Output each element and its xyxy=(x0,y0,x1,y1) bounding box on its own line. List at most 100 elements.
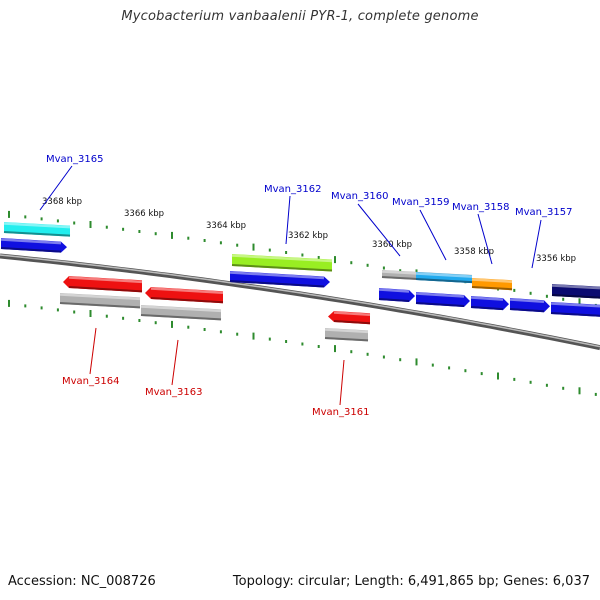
forward-scale-tick xyxy=(89,221,92,228)
gene-leader-line xyxy=(285,195,291,245)
gene-block-gray-3161 xyxy=(324,328,369,342)
gene-leader-line xyxy=(171,339,179,386)
gene-label-mvan-3158: Mvan_3158 xyxy=(452,202,509,213)
reverse-scale-tick xyxy=(24,304,27,308)
forward-scale-tick xyxy=(252,243,255,251)
forward-scale-tick xyxy=(578,298,581,306)
forward-scale-tick xyxy=(236,243,239,247)
gene-block-blue-edge xyxy=(550,302,600,317)
gene-block-mvan-3158 xyxy=(470,296,509,311)
gene-block-mvan-3161 xyxy=(328,311,371,325)
reverse-scale-tick xyxy=(171,320,173,328)
forward-scale-tick xyxy=(24,215,27,219)
reverse-scale-tick xyxy=(562,386,565,390)
reverse-scale-tick xyxy=(594,392,597,396)
scale-label: 3362 kbp xyxy=(288,231,328,241)
genome-backbone-highlight xyxy=(0,254,600,348)
reverse-scale-tick xyxy=(382,355,385,359)
scale-label: 3358 kbp xyxy=(454,247,494,257)
gene-block-mvan-3162 xyxy=(229,271,330,288)
reverse-scale-tick xyxy=(334,345,336,353)
reverse-scale-tick xyxy=(415,358,418,366)
reverse-scale-tick xyxy=(431,363,434,367)
reverse-scale-tick xyxy=(578,387,581,395)
forward-scale-tick xyxy=(73,221,76,225)
gene-label-mvan-3165: Mvan_3165 xyxy=(46,154,103,165)
reverse-scale-tick xyxy=(219,330,222,334)
reverse-scale-tick xyxy=(366,352,369,356)
forward-scale-tick xyxy=(317,256,320,259)
reverse-scale-tick xyxy=(350,350,353,354)
forward-scale-tick xyxy=(301,253,304,257)
reverse-scale-tick xyxy=(73,310,76,314)
forward-scale-tick xyxy=(366,263,369,267)
gene-label-mvan-3159: Mvan_3159 xyxy=(392,197,449,208)
forward-scale-tick xyxy=(562,297,565,301)
forward-scale-tick xyxy=(285,251,288,254)
forward-scale-tick xyxy=(105,225,108,229)
reverse-scale-tick xyxy=(203,328,206,331)
gene-leader-line xyxy=(89,327,97,375)
gene-block-orange xyxy=(471,278,513,291)
gene-leader-line xyxy=(339,359,345,406)
gene-block-mvan-3163 xyxy=(145,287,224,304)
forward-scale-tick xyxy=(268,248,271,252)
gene-block-mvan-3159 xyxy=(415,292,470,307)
reverse-scale-tick xyxy=(89,310,92,317)
forward-scale-tick xyxy=(334,256,336,264)
gene-block-mvan-3157 xyxy=(509,298,550,313)
reverse-scale-tick xyxy=(138,319,141,322)
reverse-scale-tick xyxy=(236,332,239,336)
forward-scale-tick xyxy=(350,261,353,265)
forward-scale-tick xyxy=(154,232,157,236)
reverse-scale-tick xyxy=(40,306,43,310)
reverse-scale-tick xyxy=(513,377,516,381)
forward-scale-tick xyxy=(219,241,222,245)
gene-block-mvan-3165 xyxy=(0,238,67,253)
gene-leader-line xyxy=(477,213,493,265)
gene-block-gray-3164 xyxy=(59,293,141,309)
reverse-scale-tick xyxy=(464,369,467,373)
forward-scale-tick xyxy=(399,269,402,273)
gene-block-cyan xyxy=(3,222,71,237)
forward-scale-tick xyxy=(56,219,59,223)
gene-block-lime xyxy=(231,254,333,272)
reverse-scale-tick xyxy=(268,337,271,341)
forward-scale-tick xyxy=(203,239,206,242)
reverse-scale-tick xyxy=(154,321,157,325)
reverse-scale-tick xyxy=(8,299,10,307)
scale-label: 3360 kbp xyxy=(372,240,412,250)
forward-scale-tick xyxy=(187,236,190,240)
gene-leader-line xyxy=(419,209,447,261)
gene-label-mvan-3164: Mvan_3164 xyxy=(62,376,119,387)
gene-leader-line xyxy=(357,203,401,257)
gene-leader-line xyxy=(531,219,542,269)
gene-label-mvan-3163: Mvan_3163 xyxy=(145,387,202,398)
reverse-scale-tick xyxy=(545,383,548,387)
map-title: Mycobacterium vanbaalenii PYR-1, complet… xyxy=(121,9,479,24)
gene-block-navy xyxy=(551,284,600,299)
reverse-scale-tick xyxy=(399,358,402,362)
gene-block-mvan-3160 xyxy=(378,288,415,302)
gene-label-mvan-3160: Mvan_3160 xyxy=(331,191,388,202)
scale-label: 3366 kbp xyxy=(124,209,164,219)
genome-backbone xyxy=(0,253,600,351)
reverse-scale-tick xyxy=(317,345,320,348)
gene-block-gray-3163 xyxy=(140,305,222,321)
accession-label: Accession: NC_008726 xyxy=(8,574,156,589)
scale-label: 3356 kbp xyxy=(536,254,576,264)
forward-scale-tick xyxy=(382,266,385,270)
reverse-scale-tick xyxy=(252,332,255,340)
gene-leader-line xyxy=(39,165,73,211)
forward-scale-tick xyxy=(529,291,532,295)
gene-block-mvan-3164 xyxy=(63,276,143,293)
gene-label-mvan-3157: Mvan_3157 xyxy=(515,207,572,218)
reverse-scale-tick xyxy=(285,340,288,343)
gene-block-lightblue xyxy=(415,272,473,284)
reverse-scale-tick xyxy=(187,325,190,329)
reverse-scale-tick xyxy=(56,308,59,312)
forward-scale-tick xyxy=(513,288,516,292)
gene-label-mvan-3161: Mvan_3161 xyxy=(312,407,369,418)
